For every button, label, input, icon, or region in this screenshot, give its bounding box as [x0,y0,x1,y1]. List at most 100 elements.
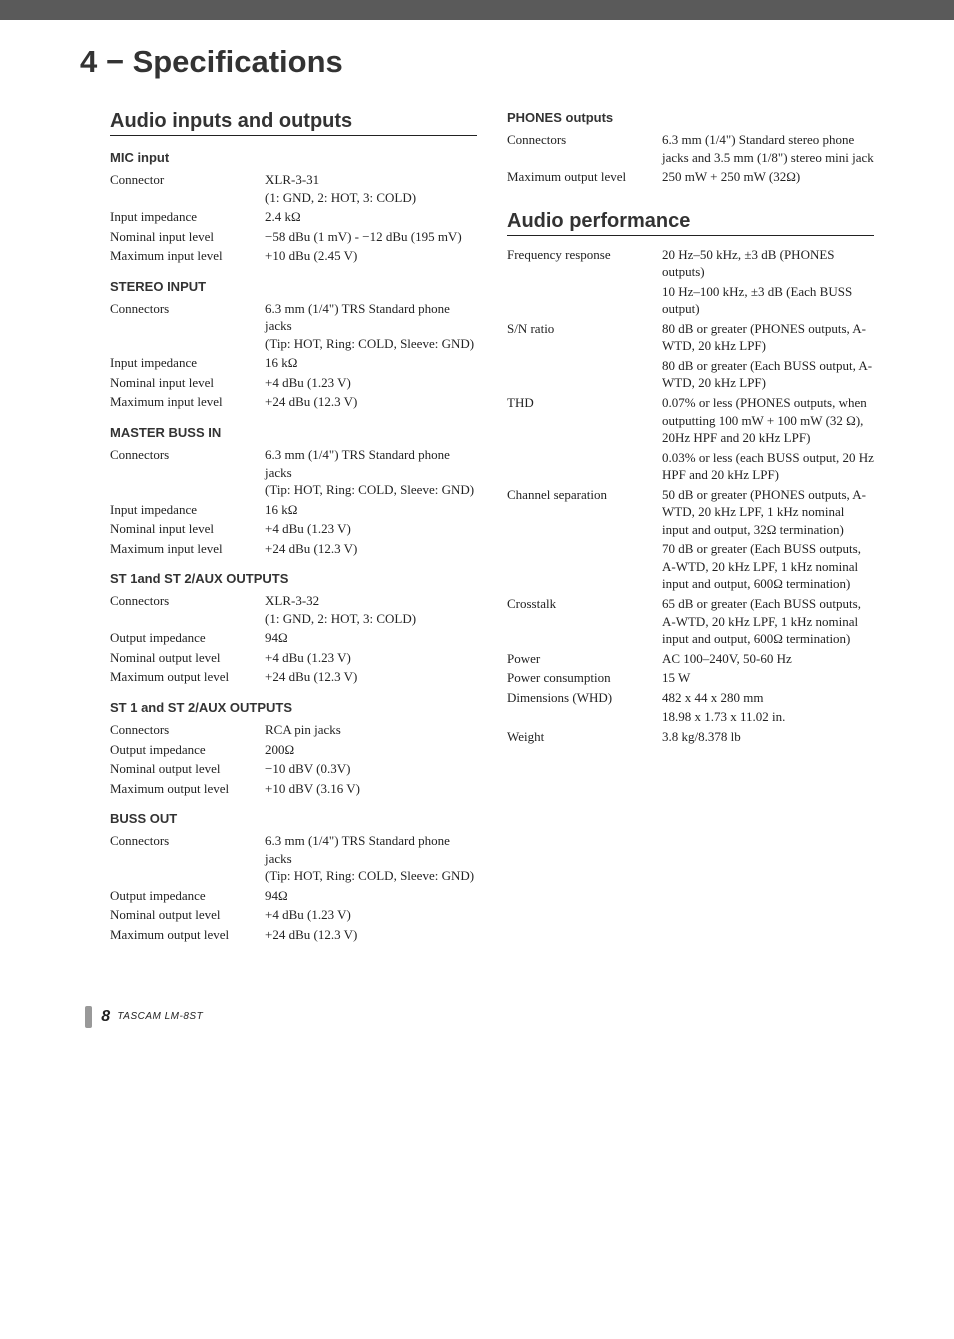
spec-label: Frequency response [507,246,662,281]
spec-label: Output impedance [110,741,265,759]
spec-row: Maximum output level+10 dBV (3.16 V) [110,780,477,798]
spec-label: Connectors [110,592,265,627]
spec-label: Crosstalk [507,595,662,648]
spec-row: Crosstalk65 dB or greater (Each BUSS out… [507,595,874,648]
spec-value: +4 dBu (1.23 V) [265,374,477,392]
spec-value: RCA pin jacks [265,721,477,739]
spec-value: 0.07% or less (PHONES outputs, when outp… [662,394,874,447]
spec-row: 18.98 x 1.73 x 11.02 in. [507,708,874,726]
spec-label: Nominal output level [110,906,265,924]
spec-value: 94Ω [265,887,477,905]
footer-product-name: TASCAM LM-8ST [117,1011,203,1022]
spec-value: −58 dBu (1 mV) - −12 dBu (195 mV) [265,228,477,246]
spec-label: Nominal output level [110,649,265,667]
spec-label: Input impedance [110,501,265,519]
subheading: STEREO INPUT [110,279,477,294]
spec-row: Maximum input level+24 dBu (12.3 V) [110,540,477,558]
spec-row: ConnectorsXLR-3-32(1: GND, 2: HOT, 3: CO… [110,592,477,627]
spec-label: Nominal input level [110,374,265,392]
spec-label: Power [507,650,662,668]
spec-label: Maximum output level [110,668,265,686]
spec-label: Connectors [507,131,662,166]
spec-row: Output impedance94Ω [110,629,477,647]
spec-label: S/N ratio [507,320,662,355]
spec-value: 2.4 kΩ [265,208,477,226]
subheading: MIC input [110,150,477,165]
spec-value: 18.98 x 1.73 x 11.02 in. [662,708,874,726]
spec-row: 0.03% or less (each BUSS output, 20 Hz H… [507,449,874,484]
spec-value: 16 kΩ [265,501,477,519]
spec-label [507,357,662,392]
spec-value: XLR-3-32(1: GND, 2: HOT, 3: COLD) [265,592,477,627]
spec-label: Output impedance [110,629,265,647]
spec-value: 10 Hz–100 kHz, ±3 dB (Each BUSS output) [662,283,874,318]
footer-page-number: 8 [101,1008,110,1025]
spec-row: PowerAC 100–240V, 50-60 Hz [507,650,874,668]
spec-label [507,708,662,726]
spec-value: 80 dB or greater (PHONES outputs, A-WTD,… [662,320,874,355]
right-column: PHONES outputs Connectors6.3 mm (1/4") S… [507,110,874,946]
spec-row: Maximum output level250 mW + 250 mW (32Ω… [507,168,874,186]
spec-label: Connectors [110,721,265,739]
spec-row: 80 dB or greater (Each BUSS output, A-WT… [507,357,874,392]
left-column: Audio inputs and outputs MIC inputConnec… [110,110,477,946]
spec-value: 3.8 kg/8.378 lb [662,728,874,746]
spec-value: 0.03% or less (each BUSS output, 20 Hz H… [662,449,874,484]
spec-value: 250 mW + 250 mW (32Ω) [662,168,874,186]
spec-label: Connector [110,171,265,206]
spec-value: 15 W [662,669,874,687]
spec-value: +4 dBu (1.23 V) [265,906,477,924]
spec-value: 65 dB or greater (Each BUSS outputs, A-W… [662,595,874,648]
spec-label: Connectors [110,300,265,353]
spec-value: 6.3 mm (1/4") Standard stereo phone jack… [662,131,874,166]
subheading: ST 1and ST 2/AUX OUTPUTS [110,571,477,586]
spec-label: Dimensions (WHD) [507,689,662,707]
spec-value: +24 dBu (12.3 V) [265,540,477,558]
spec-value: 6.3 mm (1/4") TRS Standard phone jacks(T… [265,300,477,353]
spec-label: Maximum input level [110,540,265,558]
spec-label: Power consumption [507,669,662,687]
spec-label [507,283,662,318]
spec-row: Nominal input level+4 dBu (1.23 V) [110,520,477,538]
spec-value: 200Ω [265,741,477,759]
spec-row: ConnectorXLR-3-31(1: GND, 2: HOT, 3: COL… [110,171,477,206]
spec-row: Channel separation50 dB or greater (PHON… [507,486,874,539]
spec-label: Output impedance [110,887,265,905]
spec-row: Input impedance2.4 kΩ [110,208,477,226]
spec-row: Nominal output level−10 dBV (0.3V) [110,760,477,778]
spec-row: Connectors6.3 mm (1/4") Standard stereo … [507,131,874,166]
spec-row: Frequency response20 Hz–50 kHz, ±3 dB (P… [507,246,874,281]
spec-row: Connectors6.3 mm (1/4") TRS Standard pho… [110,446,477,499]
spec-row: Dimensions (WHD)482 x 44 x 280 mm [507,689,874,707]
spec-label: Maximum output level [507,168,662,186]
spec-row: Output impedance200Ω [110,741,477,759]
spec-label: Nominal input level [110,228,265,246]
spec-row: Nominal input level−58 dBu (1 mV) - −12 … [110,228,477,246]
spec-label: Connectors [110,446,265,499]
spec-value: 16 kΩ [265,354,477,372]
spec-value: 6.3 mm (1/4") TRS Standard phone jacks(T… [265,832,477,885]
subheading: MASTER BUSS IN [110,425,477,440]
spec-row: 10 Hz–100 kHz, ±3 dB (Each BUSS output) [507,283,874,318]
spec-row: Maximum output level+24 dBu (12.3 V) [110,668,477,686]
spec-label: Maximum output level [110,926,265,944]
subheading-phones: PHONES outputs [507,110,874,125]
spec-label: Weight [507,728,662,746]
spec-value: 94Ω [265,629,477,647]
spec-value: +24 dBu (12.3 V) [265,393,477,411]
spec-row: Input impedance16 kΩ [110,354,477,372]
spec-value: 482 x 44 x 280 mm [662,689,874,707]
spec-value: +24 dBu (12.3 V) [265,926,477,944]
spec-value: 20 Hz–50 kHz, ±3 dB (PHONES outputs) [662,246,874,281]
subheading: ST 1 and ST 2/AUX OUTPUTS [110,700,477,715]
spec-label: THD [507,394,662,447]
spec-value: −10 dBV (0.3V) [265,760,477,778]
spec-label: Maximum output level [110,780,265,798]
footer-bar-icon [85,1006,92,1028]
spec-label: Maximum input level [110,247,265,265]
spec-label: Nominal input level [110,520,265,538]
spec-value: 70 dB or greater (Each BUSS outputs, A-W… [662,540,874,593]
spec-row: THD0.07% or less (PHONES outputs, when o… [507,394,874,447]
spec-row: Maximum input level+10 dBu (2.45 V) [110,247,477,265]
spec-value: 6.3 mm (1/4") TRS Standard phone jacks(T… [265,446,477,499]
